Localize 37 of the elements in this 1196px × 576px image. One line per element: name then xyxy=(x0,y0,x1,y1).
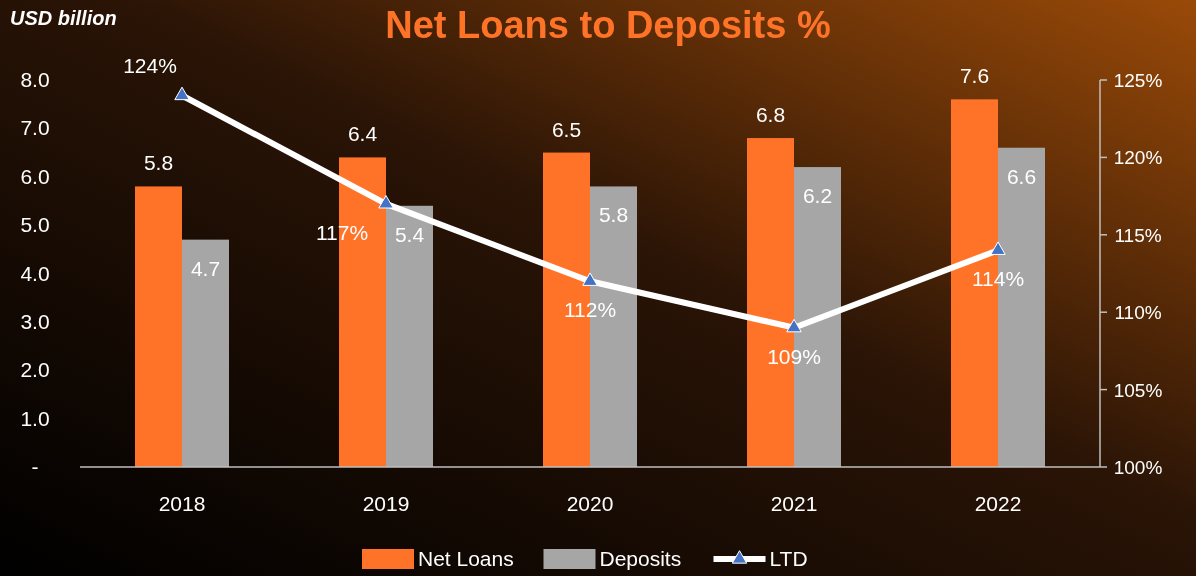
x-tick-label: 2019 xyxy=(362,492,410,515)
y2-tick-label: 115% xyxy=(1114,224,1162,246)
legend-label: LTD xyxy=(769,547,808,570)
data-label: 109% xyxy=(767,344,821,368)
y-tick-label: 3.0 xyxy=(20,309,50,333)
y-tick-label: 5.0 xyxy=(20,213,50,237)
legend-label: Deposits xyxy=(599,547,682,570)
data-label: 6.4 xyxy=(347,122,378,146)
chart-title: Net Loans to Deposits % xyxy=(385,4,831,46)
data-label: 6.5 xyxy=(551,117,582,141)
data-label: 4.7 xyxy=(190,256,221,280)
y-tick-label: 6.0 xyxy=(20,164,50,188)
data-label: 5.4 xyxy=(394,222,425,246)
legend-label: Net Loans xyxy=(418,547,514,570)
x-tick-label: 2021 xyxy=(770,492,818,515)
y2-tick-label: 125% xyxy=(1113,70,1163,91)
y2-tick-label: 120% xyxy=(1113,147,1163,169)
y-tick-label: 1.0 xyxy=(20,406,50,430)
x-tick-label: 2018 xyxy=(158,492,206,515)
data-label: 5.8 xyxy=(598,203,629,227)
x-tick-label: 2022 xyxy=(974,492,1022,515)
data-label: 7.6 xyxy=(959,64,990,88)
y-tick-label: 7.0 xyxy=(20,116,50,140)
data-label: 5.8 xyxy=(143,151,174,175)
y2-tick-label: 100% xyxy=(1113,457,1163,478)
y-tick-label: 4.0 xyxy=(20,261,50,285)
data-label: 6.8 xyxy=(755,103,786,127)
y-axis-title: USD billion xyxy=(10,7,117,29)
y-tick-label: 8.0 xyxy=(20,68,50,91)
data-label: 124% xyxy=(123,54,177,78)
y2-tick-label: 105% xyxy=(1113,379,1163,401)
x-tick-label: 2020 xyxy=(566,492,614,515)
data-label: 6.6 xyxy=(1006,164,1037,188)
y-tick-label: 2.0 xyxy=(20,358,50,382)
y2-tick-label: 110% xyxy=(1114,302,1162,324)
y-tick-label: - xyxy=(31,455,39,478)
data-label: 6.2 xyxy=(802,184,833,208)
